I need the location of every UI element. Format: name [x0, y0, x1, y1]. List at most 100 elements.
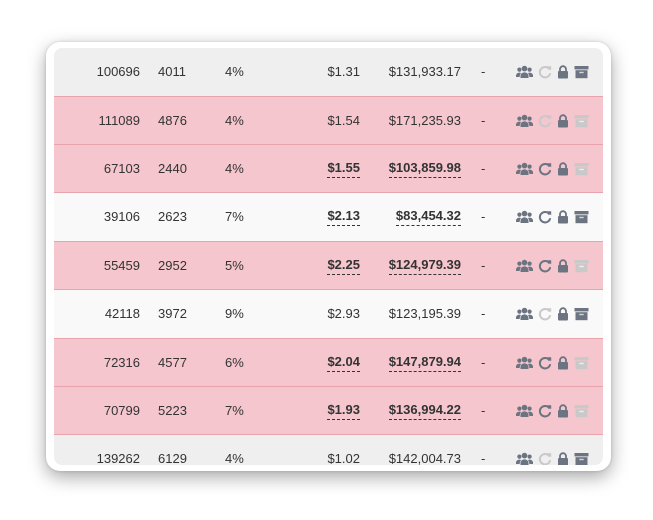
row-quantity-cell: 5223 [158, 403, 187, 418]
users-icon[interactable] [516, 404, 533, 418]
row-status-cell: - [481, 306, 486, 321]
row-status-cell: - [481, 258, 486, 273]
table-row: 39106 2623 7% $2.13 $83,454.32 - [54, 193, 603, 241]
row-percent-cell: 9% [225, 306, 244, 321]
lock-icon[interactable] [557, 306, 569, 321]
row-id-cell: 70799 [103, 403, 140, 418]
lock-icon[interactable] [557, 355, 569, 370]
row-total-cell: $142,004.73 [388, 451, 461, 465]
row-total-cell: $147,879.94 [388, 354, 461, 372]
users-icon[interactable] [516, 307, 533, 321]
row-percent-cell: 4% [225, 451, 244, 465]
table-row: 111089 4876 4% $1.54 $171,235.93 - [54, 96, 603, 145]
users-icon[interactable] [516, 259, 533, 273]
row-percent-cell: 5% [225, 258, 244, 273]
row-quantity-cell: 4876 [158, 113, 187, 128]
row-price-cell: $1.93 [327, 402, 360, 420]
refresh-icon[interactable] [538, 210, 552, 224]
refresh-icon[interactable] [538, 65, 552, 79]
archive-icon[interactable] [574, 356, 589, 370]
refresh-icon[interactable] [538, 452, 552, 466]
row-status-cell: - [481, 451, 486, 465]
row-total-cell: $103,859.98 [388, 160, 461, 178]
row-quantity-cell: 4011 [158, 64, 186, 79]
row-price-cell: $2.93 [327, 306, 360, 321]
row-total-cell: $136,994.22 [388, 402, 461, 420]
archive-icon[interactable] [574, 259, 589, 273]
lock-icon[interactable] [557, 258, 569, 273]
archive-icon[interactable] [574, 452, 589, 466]
data-table: 100696 4011 4% $1.31 $131,933.17 - 11108… [54, 48, 603, 465]
row-actions [516, 450, 594, 465]
refresh-icon[interactable] [538, 404, 552, 418]
row-percent-cell: 6% [225, 355, 244, 370]
table-row: 42118 3972 9% $2.93 $123,195.39 - [54, 290, 603, 338]
lock-icon[interactable] [557, 451, 569, 465]
row-actions [516, 354, 594, 371]
table-row: 100696 4011 4% $1.31 $131,933.17 - [54, 48, 603, 96]
row-actions [516, 112, 594, 129]
users-icon[interactable] [516, 65, 533, 79]
row-id-cell: 100696 [96, 64, 140, 79]
row-id-cell: 67103 [103, 161, 140, 176]
lock-icon[interactable] [557, 64, 569, 79]
table-row: 139262 6129 4% $1.02 $142,004.73 - [54, 435, 603, 465]
row-quantity-cell: 4577 [158, 355, 187, 370]
row-price-cell: $2.25 [327, 257, 360, 275]
row-total-cell: $83,454.32 [395, 208, 461, 226]
row-price-cell: $1.31 [327, 64, 360, 79]
row-id-cell: 39106 [103, 209, 140, 224]
row-id-cell: 42118 [104, 306, 140, 321]
lock-icon[interactable] [557, 113, 569, 128]
archive-icon[interactable] [574, 65, 589, 79]
refresh-icon[interactable] [538, 162, 552, 176]
row-status-cell: - [481, 113, 486, 128]
row-actions [516, 63, 594, 80]
row-price-cell: $2.04 [327, 354, 360, 372]
row-price-cell: $2.13 [327, 208, 360, 226]
row-id-cell: 111089 [98, 113, 140, 128]
archive-icon[interactable] [574, 404, 589, 418]
users-icon[interactable] [516, 114, 533, 128]
users-icon[interactable] [516, 210, 533, 224]
lock-icon[interactable] [557, 403, 569, 418]
row-percent-cell: 4% [225, 113, 244, 128]
refresh-icon[interactable] [538, 307, 552, 321]
row-status-cell: - [481, 64, 486, 79]
archive-icon[interactable] [574, 162, 589, 176]
row-total-cell: $123,195.39 [388, 306, 461, 321]
lock-icon[interactable] [557, 161, 569, 176]
row-actions [516, 257, 594, 274]
users-icon[interactable] [516, 452, 533, 466]
row-id-cell: 72316 [103, 355, 140, 370]
refresh-icon[interactable] [538, 114, 552, 128]
row-percent-cell: 7% [225, 403, 244, 418]
row-status-cell: - [481, 209, 486, 224]
table-row: 72316 4577 6% $2.04 $147,879.94 - [54, 338, 603, 387]
table-row: 67103 2440 4% $1.55 $103,859.98 - [54, 145, 603, 193]
row-total-cell: $131,933.17 [388, 64, 461, 79]
lock-icon[interactable] [557, 209, 569, 224]
row-quantity-cell: 2440 [158, 161, 187, 176]
archive-icon[interactable] [574, 114, 589, 128]
row-actions [516, 208, 594, 225]
row-actions [516, 402, 594, 419]
users-icon[interactable] [516, 356, 533, 370]
refresh-icon[interactable] [538, 356, 552, 370]
row-total-cell: $124,979.39 [388, 257, 461, 275]
row-actions [516, 305, 594, 322]
row-price-cell: $1.02 [327, 451, 360, 465]
row-quantity-cell: 2623 [158, 209, 187, 224]
table-row: 70799 5223 7% $1.93 $136,994.22 - [54, 387, 603, 435]
row-quantity-cell: 6129 [158, 451, 187, 465]
archive-icon[interactable] [574, 307, 589, 321]
row-price-cell: $1.54 [327, 113, 360, 128]
refresh-icon[interactable] [538, 259, 552, 273]
row-status-cell: - [481, 161, 486, 176]
archive-icon[interactable] [574, 210, 589, 224]
row-price-cell: $1.55 [327, 160, 360, 178]
row-id-cell: 55459 [103, 258, 140, 273]
users-icon[interactable] [516, 162, 533, 176]
row-total-cell: $171,235.93 [388, 113, 461, 128]
row-percent-cell: 4% [225, 64, 244, 79]
